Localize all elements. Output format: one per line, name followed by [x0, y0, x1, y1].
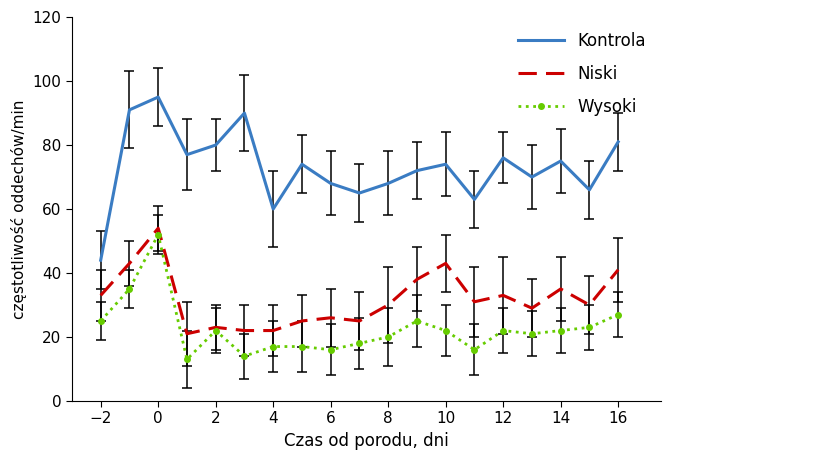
- Y-axis label: częstotliwość oddechów/min: częstotliwość oddechów/min: [11, 99, 27, 319]
- Legend: Kontrola, Niski, Wysoki: Kontrola, Niski, Wysoki: [510, 25, 652, 123]
- X-axis label: Czas od porodu, dni: Czas od porodu, dni: [284, 432, 449, 450]
